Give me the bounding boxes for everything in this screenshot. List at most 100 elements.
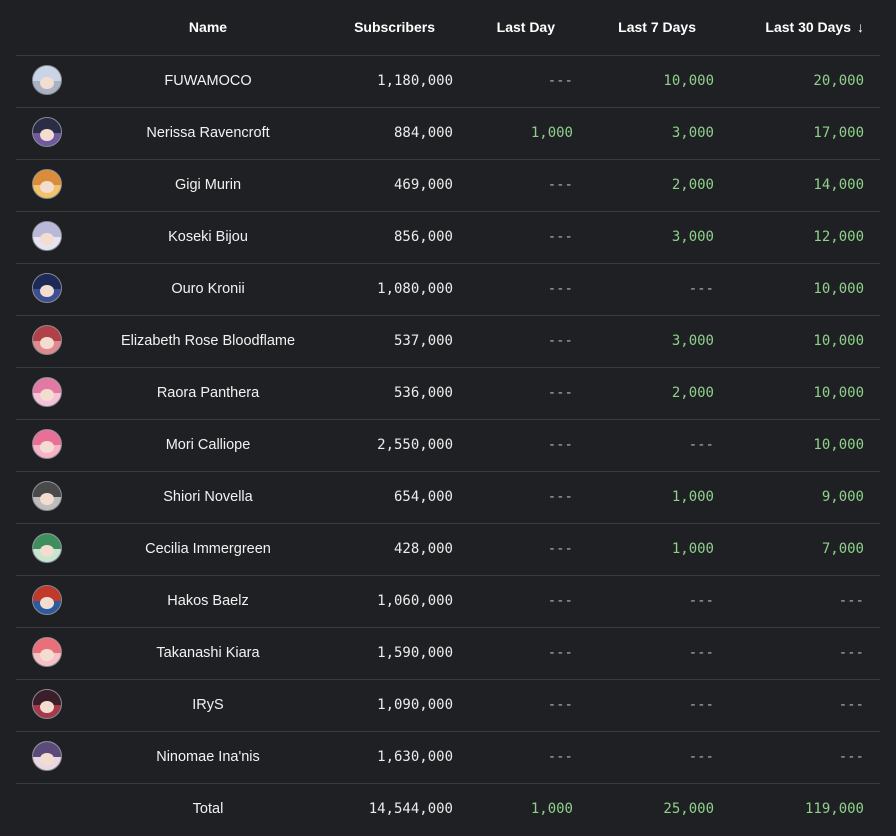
last-30-days-value: 14,000 [813,177,864,193]
last-30-days-value: 10,000 [813,333,864,349]
avatar [32,117,62,147]
avatar [32,169,62,199]
last-day-value: --- [547,229,573,245]
table-row[interactable]: Gigi Murin 469,000 --- 2,000 14,000 [16,160,880,212]
avatar [32,221,62,251]
subscribers-value: 537,000 [393,333,453,349]
table-row[interactable]: Cecilia Immergreen 428,000 --- 1,000 7,000 [16,524,880,576]
last-day-value: --- [547,177,573,193]
avatar [32,481,62,511]
last-7-days-value: 10,000 [663,73,714,89]
column-header-name[interactable]: Name [188,19,228,35]
table-row[interactable]: Takanashi Kiara 1,590,000 --- --- --- [16,628,880,680]
column-header-last-30-days-label: Last 30 Days [765,19,851,35]
last-30-days-value: 17,000 [813,125,864,141]
last-day-value: --- [547,281,573,297]
arrow-down-icon[interactable]: ↓ [857,19,864,35]
total-last-day: 1,000 [530,801,573,817]
last-day-value: --- [547,645,573,661]
subscribers-value: 884,000 [393,125,453,141]
last-day-value: --- [547,73,573,89]
last-day-value: --- [547,697,573,713]
table-row[interactable]: IRyS 1,090,000 --- --- --- [16,680,880,732]
last-30-days-value: 10,000 [813,437,864,453]
table-row[interactable]: Shiori Novella 654,000 --- 1,000 9,000 [16,472,880,524]
vtuber-name[interactable]: Gigi Murin [174,177,242,193]
last-day-value: --- [547,437,573,453]
avatar [32,377,62,407]
last-30-days-value: --- [838,749,864,765]
last-7-days-value: 1,000 [671,489,714,505]
total-subscribers: 14,544,000 [368,801,453,817]
table-row[interactable]: FUWAMOCO 1,180,000 --- 10,000 20,000 [16,56,880,108]
last-7-days-value: 3,000 [671,125,714,141]
last-day-value: --- [547,593,573,609]
last-30-days-value: --- [838,593,864,609]
vtuber-name[interactable]: Koseki Bijou [168,229,248,245]
vtuber-name[interactable]: Ninomae Ina'nis [156,749,260,765]
vtuber-name[interactable]: Shiori Novella [163,489,253,505]
vtuber-name[interactable]: IRyS [192,697,224,713]
vtuber-name[interactable]: Nerissa Ravencroft [146,125,270,141]
avatar [32,65,62,95]
table-row[interactable]: Hakos Baelz 1,060,000 --- --- --- [16,576,880,628]
last-30-days-value: 10,000 [813,281,864,297]
last-day-value: --- [547,489,573,505]
table-row[interactable]: Raora Panthera 536,000 --- 2,000 10,000 [16,368,880,420]
last-7-days-value: 1,000 [671,541,714,557]
column-header-last-7-days[interactable]: Last 7 Days [618,19,696,35]
last-30-days-value: 9,000 [821,489,864,505]
table-row[interactable]: Elizabeth Rose Bloodflame 537,000 --- 3,000… [16,316,880,368]
subscribers-value: 856,000 [393,229,453,245]
avatar [32,325,62,355]
total-label: Total [192,801,224,817]
subscribers-value: 2,550,000 [377,437,453,453]
column-header-last-30-days[interactable]: Last 30 Days ↓ [756,0,864,55]
subscribers-value: 654,000 [393,489,453,505]
column-header-subscribers[interactable]: Subscribers [354,19,435,35]
last-30-days-value: 10,000 [813,385,864,401]
table-row[interactable]: Koseki Bijou 856,000 --- 3,000 12,000 [16,212,880,264]
vtuber-name[interactable]: Takanashi Kiara [156,645,260,661]
subscribers-value: 1,590,000 [377,645,453,661]
last-day-value: --- [547,385,573,401]
subscribers-value: 1,080,000 [377,281,453,297]
last-7-days-value: --- [688,437,714,453]
last-7-days-value: --- [688,697,714,713]
last-30-days-value: --- [838,697,864,713]
last-30-days-value: --- [838,645,864,661]
subscribers-value: 1,180,000 [377,73,453,89]
last-day-value: --- [547,333,573,349]
vtuber-name[interactable]: Elizabeth Rose Bloodflame [120,333,296,349]
last-7-days-value: 3,000 [671,333,714,349]
last-7-days-value: 3,000 [671,229,714,245]
last-7-days-value: --- [688,593,714,609]
subscribers-value: 1,060,000 [377,593,453,609]
table-row[interactable]: Ouro Kronii 1,080,000 --- --- 10,000 [16,264,880,316]
avatar [32,533,62,563]
total-row: Total 14,544,000 1,000 25,000 119,000 [16,784,880,836]
table-body: FUWAMOCO 1,180,000 --- 10,000 20,000 Nerissa … [16,56,880,784]
subscribers-value: 536,000 [393,385,453,401]
vtuber-name[interactable]: Mori Calliope [165,437,251,453]
total-last-30-days: 119,000 [804,801,864,817]
vtuber-name[interactable]: FUWAMOCO [164,73,252,89]
vtuber-name[interactable]: Raora Panthera [156,385,260,401]
avatar [32,637,62,667]
vtuber-name[interactable]: Ouro Kronii [171,281,245,297]
table-row[interactable]: Mori Calliope 2,550,000 --- --- 10,000 [16,420,880,472]
last-7-days-value: --- [688,281,714,297]
vtuber-name[interactable]: Cecilia Immergreen [145,541,271,557]
total-last-7-days: 25,000 [663,801,714,817]
last-7-days-value: --- [688,749,714,765]
last-day-value: 1,000 [530,125,573,141]
subscribers-value: 428,000 [393,541,453,557]
last-day-value: --- [547,749,573,765]
table-row[interactable]: Ninomae Ina'nis 1,630,000 --- --- --- [16,732,880,784]
avatar [32,585,62,615]
column-header-last-day[interactable]: Last Day [496,19,555,35]
last-30-days-value: 7,000 [821,541,864,557]
table-row[interactable]: Nerissa Ravencroft 884,000 1,000 3,000 17,00… [16,108,880,160]
vtuber-name[interactable]: Hakos Baelz [167,593,249,609]
last-30-days-value: 20,000 [813,73,864,89]
